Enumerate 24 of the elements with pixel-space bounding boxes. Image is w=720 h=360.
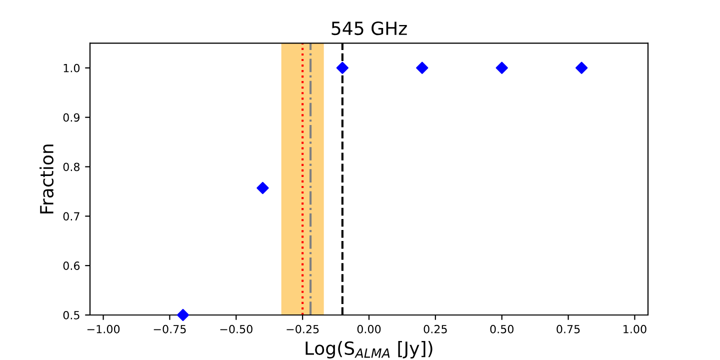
- point: [176, 308, 190, 322]
- y-tick-label: 0.8: [63, 162, 80, 172]
- y-tick-label: 1.0: [64, 64, 80, 72]
- y-axis-title: Fraction: [40, 144, 54, 214]
- x-tick-label: −1.00: [87, 324, 120, 334]
- x-tick-label: −0.75: [154, 324, 186, 334]
- y-tick-label: 0.5: [63, 310, 80, 320]
- y-tick-label: 0.7: [63, 212, 80, 221]
- point: [575, 62, 588, 74]
- point: [416, 62, 428, 74]
- x-tick-label: 0.50: [490, 324, 514, 334]
- x-tick-label: −0.25: [286, 324, 319, 334]
- point: [336, 62, 349, 74]
- y-tick-label: 0.9: [63, 113, 80, 122]
- y-tick-label: 0.6: [63, 262, 80, 270]
- x-tick-label: 0.75: [556, 324, 580, 334]
- chart-title: 545 GHz: [332, 21, 407, 36]
- point: [496, 62, 508, 74]
- point: [256, 182, 269, 194]
- x-axis-title: Log(S$_{ALMA}$ [Jy]): [306, 341, 432, 359]
- x-tick-label: 0.25: [424, 324, 447, 334]
- x-tick-label: −0.50: [220, 324, 252, 334]
- x-tick-label: 0.00: [357, 324, 381, 334]
- x-tick-label: 1.00: [624, 324, 646, 334]
